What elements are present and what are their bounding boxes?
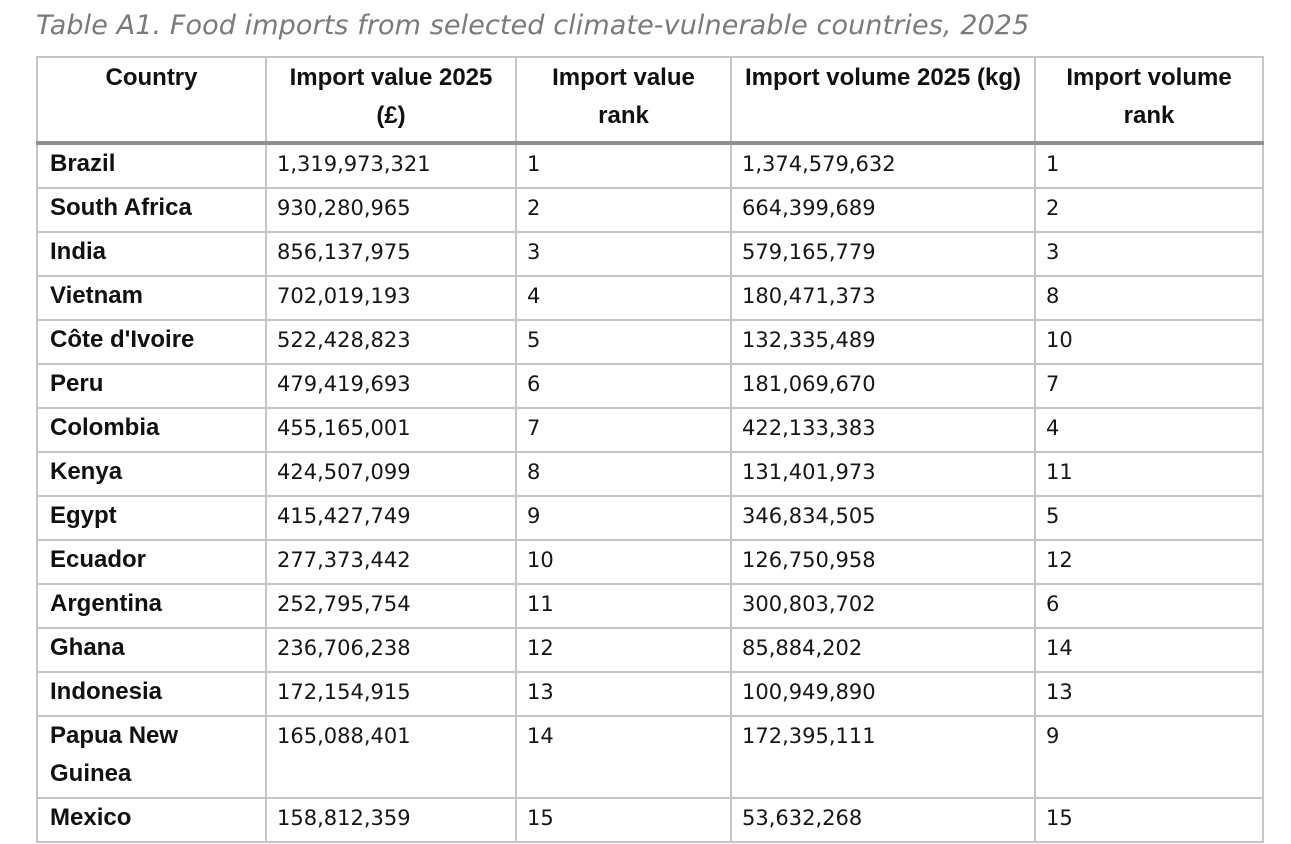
header-import-volume-rank: Import volume rank	[1034, 56, 1264, 145]
cell-import-value-rank: 5	[515, 319, 732, 365]
cell-import-value: 702,019,193	[265, 275, 517, 321]
table-row: Indonesia 172,154,915 13 100,949,890 13	[36, 671, 1264, 717]
cell-import-volume-rank: 2	[1034, 187, 1264, 233]
cell-country: Argentina	[36, 583, 267, 629]
table-body: Brazil 1,319,973,321 1 1,374,579,632 1 South …	[36, 142, 1264, 843]
cell-import-value-rank: 8	[515, 451, 732, 497]
cell-import-volume: 85,884,202	[730, 627, 1036, 673]
cell-import-volume-rank: 14	[1034, 627, 1264, 673]
cell-country: Brazil	[36, 142, 267, 189]
cell-import-volume-rank: 8	[1034, 275, 1264, 321]
cell-country: Egypt	[36, 495, 267, 541]
table-row: Papua New Guinea 165,088,401 14 172,395,111…	[36, 715, 1264, 799]
cell-import-volume-rank: 11	[1034, 451, 1264, 497]
cell-import-value: 479,419,693	[265, 363, 517, 409]
table-row: Colombia 455,165,001 7 422,133,383 4	[36, 407, 1264, 453]
cell-import-value: 424,507,099	[265, 451, 517, 497]
cell-import-volume: 180,471,373	[730, 275, 1036, 321]
table-row: Ghana 236,706,238 12 85,884,202 14	[36, 627, 1264, 673]
cell-import-value-rank: 10	[515, 539, 732, 585]
cell-import-value-rank: 12	[515, 627, 732, 673]
cell-import-value: 930,280,965	[265, 187, 517, 233]
cell-import-volume: 126,750,958	[730, 539, 1036, 585]
cell-import-value-rank: 7	[515, 407, 732, 453]
table-row: South Africa 930,280,965 2 664,399,689 2	[36, 187, 1264, 233]
cell-import-value-rank: 9	[515, 495, 732, 541]
cell-import-value-rank: 14	[515, 715, 732, 799]
cell-import-volume: 100,949,890	[730, 671, 1036, 717]
cell-country: Papua New Guinea	[36, 715, 267, 799]
cell-import-volume: 1,374,579,632	[730, 142, 1036, 189]
cell-import-value: 277,373,442	[265, 539, 517, 585]
table-row: Argentina 252,795,754 11 300,803,702 6	[36, 583, 1264, 629]
cell-import-value-rank: 15	[515, 797, 732, 843]
cell-country: Peru	[36, 363, 267, 409]
cell-import-value-rank: 13	[515, 671, 732, 717]
cell-import-value: 455,165,001	[265, 407, 517, 453]
cell-import-value-rank: 1	[515, 142, 732, 189]
cell-import-volume-rank: 13	[1034, 671, 1264, 717]
cell-country: Kenya	[36, 451, 267, 497]
header-import-value: Import value 2025 (£)	[265, 56, 517, 145]
cell-import-volume: 579,165,779	[730, 231, 1036, 277]
cell-country: Colombia	[36, 407, 267, 453]
cell-import-volume-rank: 3	[1034, 231, 1264, 277]
cell-import-volume-rank: 7	[1034, 363, 1264, 409]
cell-country: Ecuador	[36, 539, 267, 585]
cell-import-value: 236,706,238	[265, 627, 517, 673]
cell-import-volume-rank: 5	[1034, 495, 1264, 541]
table-row: Brazil 1,319,973,321 1 1,374,579,632 1	[36, 142, 1264, 189]
cell-country: Mexico	[36, 797, 267, 843]
table-row: Côte d'Ivoire 522,428,823 5 132,335,489 10	[36, 319, 1264, 365]
cell-import-volume-rank: 15	[1034, 797, 1264, 843]
header-country: Country	[36, 56, 267, 145]
table-row: Vietnam 702,019,193 4 180,471,373 8	[36, 275, 1264, 321]
cell-import-value: 522,428,823	[265, 319, 517, 365]
cell-import-volume: 181,069,670	[730, 363, 1036, 409]
table-row: Egypt 415,427,749 9 346,834,505 5	[36, 495, 1264, 541]
cell-import-volume: 131,401,973	[730, 451, 1036, 497]
cell-import-volume-rank: 9	[1034, 715, 1264, 799]
cell-import-value: 856,137,975	[265, 231, 517, 277]
cell-import-volume-rank: 4	[1034, 407, 1264, 453]
table-row: Kenya 424,507,099 8 131,401,973 11	[36, 451, 1264, 497]
cell-country: South Africa	[36, 187, 267, 233]
table-row: Peru 479,419,693 6 181,069,670 7	[36, 363, 1264, 409]
header-row: Country Import value 2025 (£) Import val…	[36, 56, 1264, 145]
cell-import-volume: 664,399,689	[730, 187, 1036, 233]
cell-country: Indonesia	[36, 671, 267, 717]
cell-country: Ghana	[36, 627, 267, 673]
cell-import-value: 252,795,754	[265, 583, 517, 629]
cell-import-volume: 132,335,489	[730, 319, 1036, 365]
cell-import-volume-rank: 12	[1034, 539, 1264, 585]
table-row: India 856,137,975 3 579,165,779 3	[36, 231, 1264, 277]
cell-import-value: 1,319,973,321	[265, 142, 517, 189]
cell-import-value-rank: 11	[515, 583, 732, 629]
cell-import-value: 415,427,749	[265, 495, 517, 541]
cell-import-volume: 53,632,268	[730, 797, 1036, 843]
header-import-volume: Import volume 2025 (kg)	[730, 56, 1036, 145]
cell-import-volume: 346,834,505	[730, 495, 1036, 541]
cell-import-value: 172,154,915	[265, 671, 517, 717]
table-row: Mexico 158,812,359 15 53,632,268 15	[36, 797, 1264, 843]
cell-country: Vietnam	[36, 275, 267, 321]
cell-import-value-rank: 3	[515, 231, 732, 277]
cell-country: Côte d'Ivoire	[36, 319, 267, 365]
cell-import-value: 165,088,401	[265, 715, 517, 799]
food-imports-table: Country Import value 2025 (£) Import val…	[36, 56, 1264, 843]
cell-import-value-rank: 6	[515, 363, 732, 409]
cell-import-value-rank: 4	[515, 275, 732, 321]
cell-import-volume: 172,395,111	[730, 715, 1036, 799]
cell-import-volume-rank: 6	[1034, 583, 1264, 629]
header-import-value-rank: Import value rank	[515, 56, 732, 145]
cell-import-volume-rank: 10	[1034, 319, 1264, 365]
cell-import-volume: 300,803,702	[730, 583, 1036, 629]
table-row: Ecuador 277,373,442 10 126,750,958 12	[36, 539, 1264, 585]
cell-country: India	[36, 231, 267, 277]
cell-import-value-rank: 2	[515, 187, 732, 233]
cell-import-volume: 422,133,383	[730, 407, 1036, 453]
cell-import-volume-rank: 1	[1034, 142, 1264, 189]
table-caption: Table A1. Food imports from selected cli…	[36, 10, 1030, 41]
cell-import-value: 158,812,359	[265, 797, 517, 843]
